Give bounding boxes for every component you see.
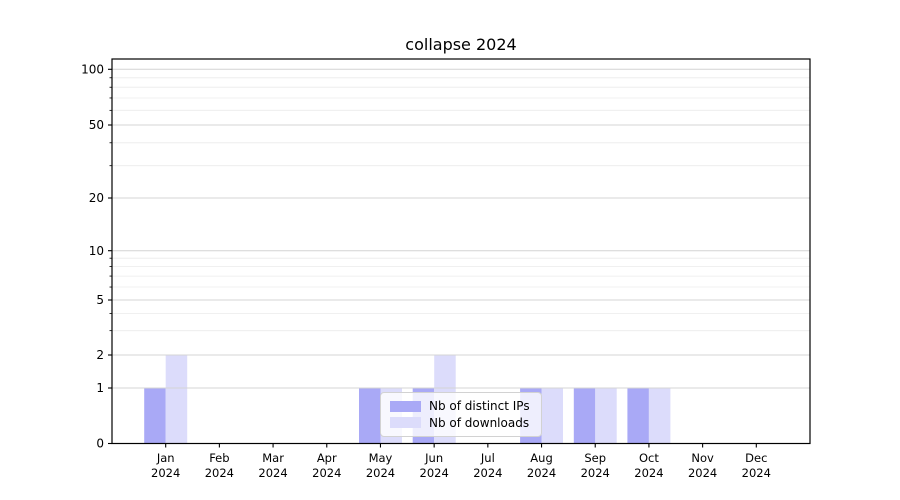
x-tick-label-mar: Mar 2024: [258, 451, 287, 480]
x-tick-label-apr: Apr 2024: [312, 451, 341, 480]
bar-nb-of-distinct-ips-may: [359, 388, 381, 444]
legend-swatch-downloads-icon: [390, 417, 421, 429]
x-tick-label-jul: Jul 2024: [473, 451, 502, 480]
bar-nb-of-downloads-jan: [165, 355, 188, 444]
x-tick-label-jan: Jan 2024: [151, 451, 180, 480]
axes-spines: [111, 58, 811, 445]
legend-item-distinct-ips: Nb of distinct IPs: [390, 398, 532, 414]
x-tick-label-oct: Oct 2024: [634, 451, 663, 480]
gridlines-major: [112, 68, 810, 389]
y-axis: 0 1 2 5 10 20 50 100: [81, 63, 112, 451]
x-tick-label-dec: Dec 2024: [742, 451, 771, 480]
x-tick-label-jun: Jun 2024: [420, 451, 449, 480]
bar-nb-of-distinct-ips-oct: [627, 388, 649, 444]
legend-item-downloads: Nb of downloads: [390, 415, 532, 431]
y-tick-label-50: 50: [89, 118, 104, 132]
gridlines-minor: [112, 77, 810, 332]
y-tick-label-5: 5: [96, 293, 104, 307]
chart-title: collapse 2024: [405, 35, 517, 54]
x-axis: Jan 2024 Feb 2024 Mar 2024 Apr 2024 May 2024 Jun 20…: [151, 443, 771, 480]
x-tick-label-aug: Aug 2024: [527, 451, 556, 480]
x-tick-label-sep: Sep 2024: [581, 451, 610, 480]
legend-swatch-distinct-ips-icon: [390, 400, 421, 412]
bar-nb-of-downloads-aug: [541, 388, 563, 444]
legend-label-distinct-ips: Nb of distinct IPs: [429, 399, 530, 414]
y-tick-label-20: 20: [89, 191, 104, 205]
x-tick-label-feb: Feb 2024: [205, 451, 234, 480]
legend: Nb of distinct IPs Nb of downloads: [380, 392, 542, 437]
bar-nb-of-downloads-oct: [648, 388, 671, 444]
y-tick-label-1: 1: [96, 381, 104, 395]
bar-nb-of-distinct-ips-sep: [573, 388, 596, 444]
y-tick-label-0: 0: [96, 437, 104, 451]
y-tick-label-2: 2: [96, 348, 104, 362]
x-tick-label-nov: Nov 2024: [688, 451, 717, 480]
y-tick-label-100: 100: [81, 63, 104, 77]
bar-nb-of-downloads-sep: [595, 388, 617, 444]
bar-nb-of-distinct-ips-jan: [144, 388, 166, 444]
x-tick-label-may: May 2024: [366, 451, 395, 480]
legend-label-downloads: Nb of downloads: [429, 415, 530, 430]
y-tick-label-10: 10: [89, 244, 104, 258]
